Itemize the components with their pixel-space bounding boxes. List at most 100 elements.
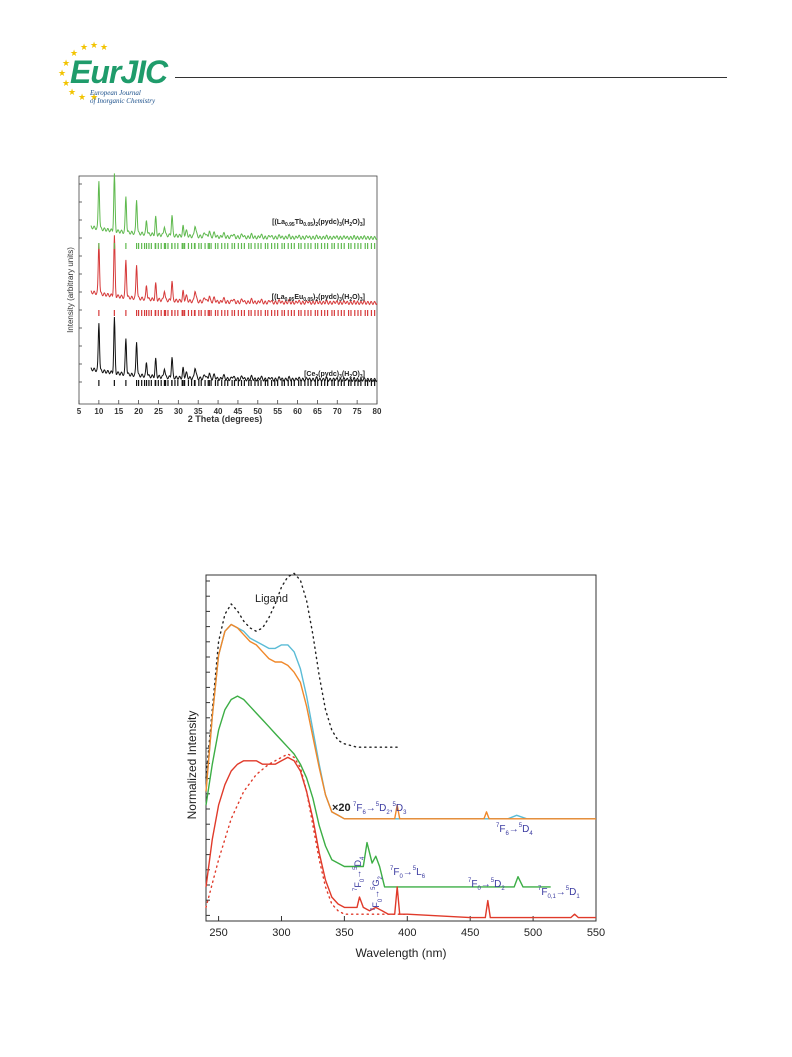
transition-label-f0-l6: 7F0→5L6	[390, 866, 426, 880]
xrd-xtick-label: 35	[194, 407, 203, 416]
transition-label-f01-d1: 7F0,1→5D1	[538, 886, 580, 900]
xrd-label-part: 3	[360, 222, 363, 228]
pl-spectrum-line	[205, 572, 402, 779]
pl-spectrum-line	[205, 753, 408, 915]
xrd-pattern-line	[90, 316, 378, 383]
pl-plot-frame	[205, 574, 597, 922]
xrd-xtick-label: 65	[313, 407, 322, 416]
xrd-xtick-label: 20	[134, 407, 143, 416]
xrd-label-part: Eu	[294, 294, 303, 301]
xrd-pattern-line	[90, 235, 378, 306]
xrd-label-part: 0.95	[285, 222, 295, 228]
xrd-label-part: ]	[363, 219, 365, 226]
xrd-xtick-label: 30	[174, 407, 183, 416]
xrd-label-part: (H	[342, 219, 349, 226]
logo-wordmark: EurJIC	[70, 54, 168, 91]
xrd-xlabel: 2 Theta (degrees)	[188, 414, 263, 424]
xrd-xtick-label: 25	[154, 407, 163, 416]
logo-subtitle-2: of Inorganic Chemistry	[90, 97, 156, 105]
xrd-label-part: 2	[349, 222, 352, 228]
xrd-xtick-label: 55	[273, 407, 282, 416]
xrd-label-part: O)	[352, 219, 360, 226]
xrd-label-part: 3	[339, 297, 342, 303]
xrd-label-part: )	[313, 294, 315, 301]
transition-label-f6-d2-d3: 7F6→5D2,5D3	[353, 802, 407, 816]
pl-spectrum-line	[205, 756, 596, 919]
xrd-ylabel: Intensity (arbitrary units)	[66, 247, 75, 333]
xrd-label-part: 2	[349, 297, 352, 303]
logo-jic: JIC	[120, 54, 168, 90]
xrd-series-label: [(La0.95Eu0.05)2(pydc)3(H2O)3]	[272, 294, 365, 303]
pl-xtick-label: 450	[461, 927, 479, 939]
xrd-reflections	[98, 243, 376, 386]
pl-xtick-label: 550	[587, 927, 605, 939]
xrd-label-part: (pydc)	[318, 219, 339, 226]
xrd-label-part: 3	[360, 297, 363, 303]
xrd-pattern-line	[90, 173, 378, 241]
pl-xtick-label: 250	[209, 927, 227, 939]
xrd-xtick-label: 15	[114, 407, 123, 416]
pl-xtick-label: 300	[272, 927, 290, 939]
pl-spectrum-line	[205, 623, 596, 820]
svg-text:★: ★	[62, 58, 70, 68]
xrd-xtick-label: 50	[253, 407, 262, 416]
svg-text:★: ★	[78, 92, 86, 100]
xrd-label-part: O)	[352, 371, 360, 378]
xrd-label-part: (H	[342, 371, 349, 378]
xrd-label-part: )	[313, 219, 315, 226]
xrd-series-label: [Ce2(pydc)3(H2O)3]	[304, 371, 365, 380]
svg-text:★: ★	[62, 78, 70, 88]
xrd-label-part: 2	[349, 374, 352, 380]
xrd-label-part: 2	[315, 222, 318, 228]
pl-xtick-label: 400	[398, 927, 416, 939]
xrd-label-part: [Ce	[304, 371, 315, 378]
pl-series	[205, 572, 596, 919]
pl-ylabel: Normalized Intensity	[185, 711, 199, 820]
svg-text:★: ★	[90, 40, 98, 50]
xrd-label-part: [(La	[272, 219, 285, 226]
xrd-label-part: O)	[352, 294, 360, 301]
xrd-label-part: [(La	[272, 294, 285, 301]
svg-text:★: ★	[70, 48, 78, 58]
pl-xtick-label: 350	[335, 927, 353, 939]
xrd-plot-frame	[78, 175, 378, 405]
pl-xtick-label: 500	[524, 927, 542, 939]
pl-ticks: 250 300 350 400 450 500 550	[206, 580, 605, 939]
pl-xlabel: Wavelength (nm)	[356, 946, 447, 960]
xrd-label-part: 3	[360, 374, 363, 380]
svg-text:★: ★	[90, 92, 98, 100]
svg-text:★: ★	[58, 68, 66, 78]
transition-label-f0-d2: 7F0→5D2	[468, 878, 505, 892]
stars-icon: ★ ★ ★ ★ ★ ★ ★ ★ ★ ★	[58, 40, 108, 100]
header-rule	[175, 77, 727, 78]
pl-annotations: Ligand ×20 7F6→5D2,5D3 7F6→5D4 7F0→5D4 7…	[255, 593, 580, 911]
journal-logo: ★ ★ ★ ★ ★ ★ ★ ★ ★ ★ EurJIC European Jour…	[50, 40, 180, 105]
journal-header: ★ ★ ★ ★ ★ ★ ★ ★ ★ ★ EurJIC European Jour…	[0, 0, 792, 110]
xrd-label-part: ]	[363, 294, 365, 301]
logo-eur: Eur	[70, 54, 121, 90]
transition-label-f0-d4: 7F0→5D4	[353, 856, 366, 891]
svg-text:★: ★	[80, 42, 88, 52]
logo-subtitle-1: European Journal	[90, 89, 141, 97]
xrd-label-part: 0.05	[303, 297, 313, 303]
xrd-label-part: (pydc)	[318, 294, 339, 301]
xrd-series	[90, 173, 378, 383]
pl-spectrum-line	[205, 695, 551, 888]
xrd-label-part: Tb	[295, 219, 304, 226]
xrd-label-part: ]	[363, 371, 365, 378]
xrd-xtick-label: 75	[353, 407, 362, 416]
xrd-ticks: 5 10 15 20 25 30 35 40 45 50 55 60 65 70 75 80	[77, 183, 382, 416]
xrd-label-part: 0.05	[303, 222, 313, 228]
xrd-xtick-label: 80	[373, 407, 382, 416]
transition-label-f6-d4: 7F6→5D4	[496, 823, 533, 837]
xrd-label-part: 2	[315, 374, 318, 380]
xrd-xtick-label: 40	[214, 407, 223, 416]
xrd-label-part: 0.95	[285, 297, 295, 303]
svg-text:★: ★	[100, 42, 108, 52]
xrd-label-part: 3	[339, 222, 342, 228]
xrd-xtick-label: 10	[94, 407, 103, 416]
xrd-series-label: [(La0.95Tb0.05)2(pydc)3(H2O)3]	[272, 219, 365, 228]
x20-label: ×20	[332, 802, 351, 814]
xrd-label-part: (pydc)	[318, 371, 339, 378]
xrd-xtick-label: 60	[293, 407, 302, 416]
